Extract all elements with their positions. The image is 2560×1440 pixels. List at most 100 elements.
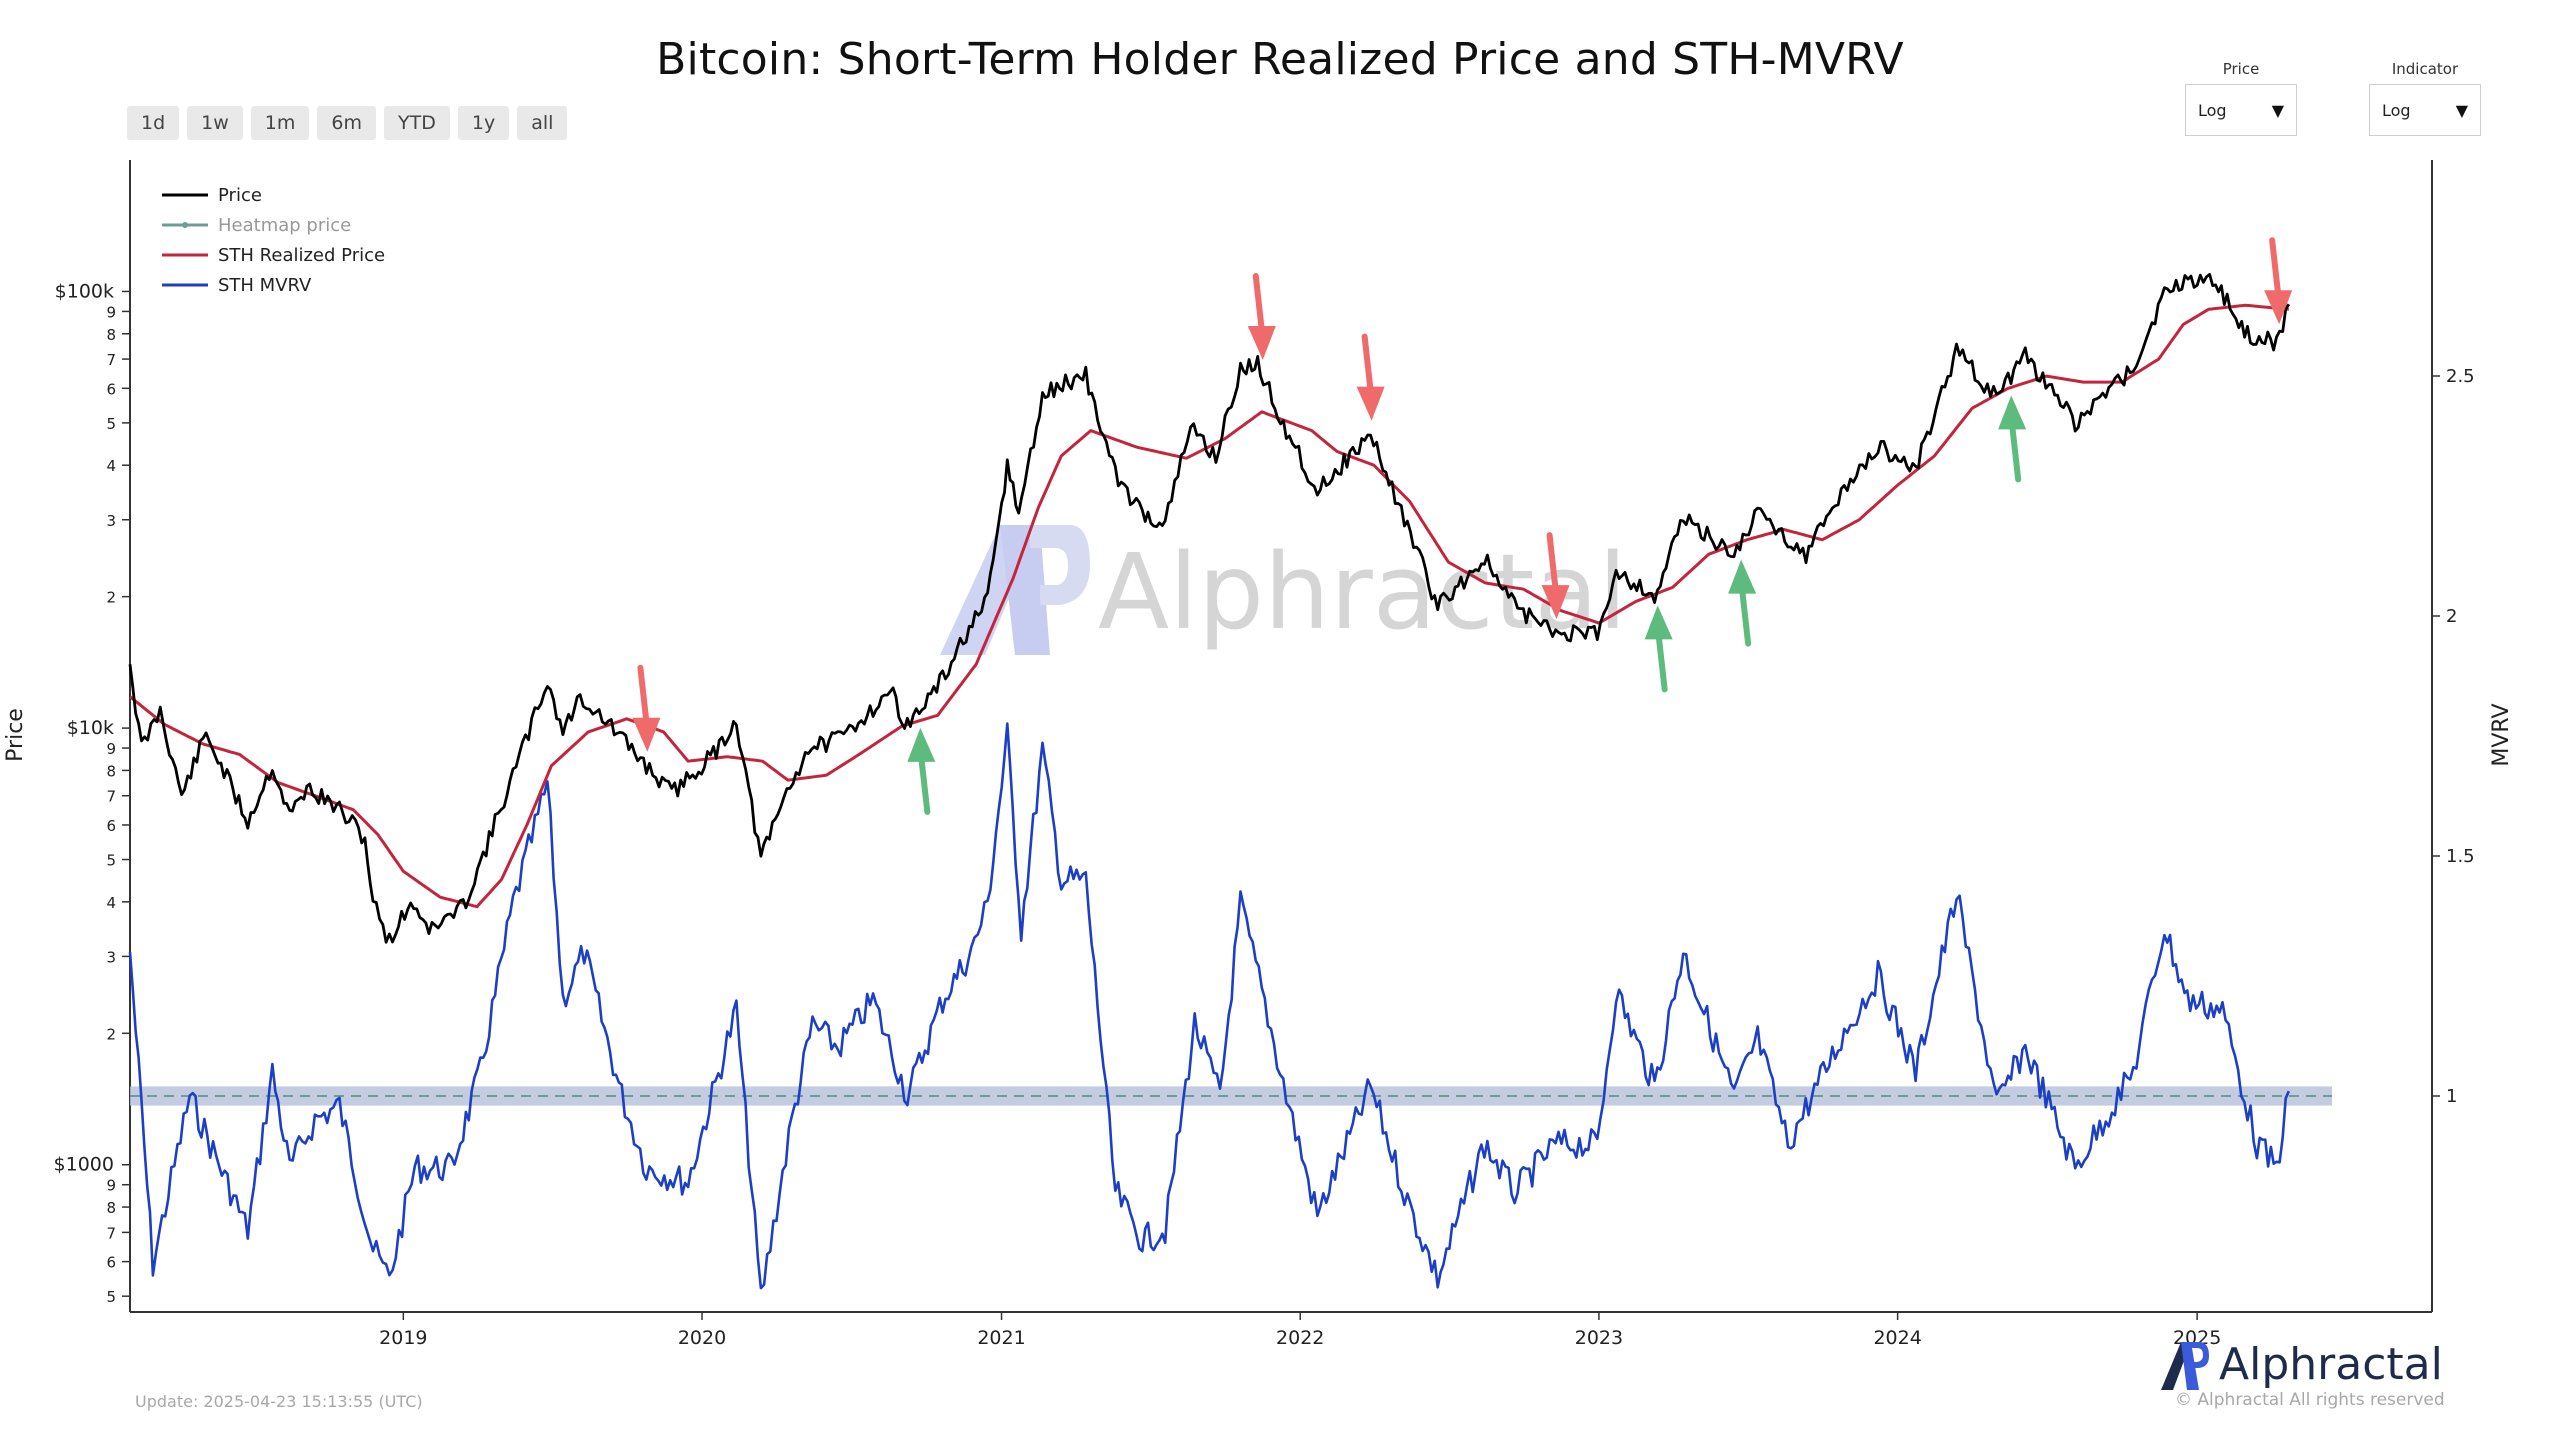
x-tick-label: 2019 <box>379 1327 427 1349</box>
y2-axis-label: MVRV <box>2489 703 2514 766</box>
arrow-head <box>907 727 936 762</box>
arrow-head <box>1728 559 1757 594</box>
y-tick-label: 5 <box>106 415 116 433</box>
arrow-shaft <box>2269 237 2282 298</box>
y2-tick-label: 2 <box>2446 606 2457 627</box>
copyright-text: © Alphractal All rights reserved <box>2175 1390 2445 1410</box>
price-scale-control: Price Log ▼ <box>2185 60 2297 136</box>
brand-logo-icon <box>2161 1342 2209 1390</box>
y-tick-label: 5 <box>106 1288 116 1306</box>
y-tick-label: 3 <box>106 948 116 966</box>
range-button-ytd[interactable]: YTD <box>384 106 450 140</box>
update-timestamp: Update: 2025-04-23 15:13:55 (UTC) <box>135 1392 423 1411</box>
y-tick-label: 8 <box>106 762 116 780</box>
series-price-line <box>128 272 2290 944</box>
arrow-head <box>1998 395 2027 430</box>
y-tick-label: 7 <box>106 351 116 369</box>
arrow-head <box>1247 326 1276 361</box>
y-tick-label: 7 <box>106 1224 116 1242</box>
arrow-shaft <box>637 664 650 725</box>
x-tick-label: 2020 <box>678 1327 726 1349</box>
indicator-scale-control: Indicator Log ▼ <box>2369 60 2481 136</box>
watermark-logo-icon <box>940 525 1090 655</box>
range-button-1w[interactable]: 1w <box>187 106 243 140</box>
x-tick-label: 2023 <box>1575 1327 1623 1349</box>
buy-signal-arrow-icon <box>907 727 936 815</box>
legend: Price Heatmap price STH Realized Price STH … <box>162 185 385 296</box>
y-tick-label: 9 <box>106 1177 116 1195</box>
y-tick-label: 8 <box>106 1199 116 1217</box>
chevron-down-icon: ▼ <box>2455 100 2468 120</box>
legend-item-label: STH Realized Price <box>218 245 385 266</box>
watermark: Alphractal <box>940 525 1627 655</box>
brand: Alphractal <box>2157 1336 2443 1392</box>
y-axis-label: Price <box>3 708 28 762</box>
arrow-head <box>2264 290 2293 325</box>
y-tick-label: 2 <box>106 1025 116 1043</box>
legend-item-label: STH MVRV <box>218 275 312 296</box>
arrow-shaft <box>1252 273 1265 334</box>
arrow-head <box>1644 605 1673 640</box>
sell-signal-arrow-icon <box>632 664 661 752</box>
sell-signal-arrow-icon <box>1541 532 1570 620</box>
price-scale-label: Price <box>2222 60 2260 78</box>
range-button-1m[interactable]: 1m <box>250 106 310 140</box>
sell-signal-arrow-icon <box>2264 237 2293 325</box>
arrow-shaft <box>1361 333 1374 394</box>
buy-signal-arrow-icon <box>1728 559 1757 647</box>
y-tick-label: 2 <box>106 589 116 607</box>
indicator-scale-value: Log <box>2382 100 2411 120</box>
y-tick-label: 3 <box>106 512 116 530</box>
range-button-1d[interactable]: 1d <box>127 106 180 140</box>
range-button-1y[interactable]: 1y <box>457 106 510 140</box>
y-tick-label: 9 <box>106 303 116 321</box>
range-button-all[interactable]: all <box>517 106 568 140</box>
arrow-shaft <box>1546 532 1559 593</box>
arrow-shaft <box>1655 632 1668 693</box>
brand-name: Alphractal <box>2219 1338 2443 1390</box>
series-sth-realized-price-line <box>129 303 2289 909</box>
y-tick-label: $100k <box>55 280 114 302</box>
y2-tick-label: 1 <box>2446 1086 2457 1107</box>
y-tick-label: 6 <box>106 380 116 398</box>
y-tick-label: 4 <box>106 457 116 475</box>
watermark-text: Alphractal <box>1098 531 1627 653</box>
range-button-6m[interactable]: 6m <box>317 106 377 140</box>
chart-title: Bitcoin: Short-Term Holder Realized Pric… <box>656 34 1904 85</box>
arrow-head <box>632 717 661 752</box>
chevron-down-icon: ▼ <box>2271 100 2284 120</box>
legend-marker <box>182 222 188 228</box>
arrow-head <box>1356 386 1385 421</box>
y-tick-label: 4 <box>106 894 116 912</box>
y-tick-label: 9 <box>106 740 116 758</box>
buy-signal-arrow-icon <box>1644 605 1673 693</box>
y-tick-label: 6 <box>106 817 116 835</box>
x-tick-label: 2021 <box>977 1327 1025 1349</box>
arrow-head <box>1541 585 1570 620</box>
indicator-scale-select[interactable]: Log ▼ <box>2369 84 2481 136</box>
sell-signal-arrow-icon <box>1247 273 1276 361</box>
indicator-scale-label: Indicator <box>2391 60 2459 78</box>
arrow-shaft <box>2009 422 2022 483</box>
arrow-shaft <box>918 754 931 815</box>
y-tick-label: $1000 <box>54 1154 114 1176</box>
price-scale-value: Log <box>2198 100 2227 120</box>
sell-signal-arrow-icon <box>1356 333 1385 421</box>
y-tick-label: 8 <box>106 326 116 344</box>
y2-tick-label: 2.5 <box>2446 366 2475 387</box>
buy-signal-arrow-icon <box>1998 395 2027 483</box>
y-tick-label: 6 <box>106 1254 116 1272</box>
price-scale-select[interactable]: Log ▼ <box>2185 84 2297 136</box>
series-sth-mvrv-line <box>128 722 2290 1290</box>
x-tick-label: 2022 <box>1276 1327 1324 1349</box>
mvrv-neutral-band <box>130 1086 2332 1106</box>
y-tick-label: 7 <box>106 788 116 806</box>
range-selector: 1d 1w 1m 6m YTD 1y all <box>127 106 568 140</box>
y-tick-label: $10k <box>67 717 114 739</box>
y-tick-label: 5 <box>106 852 116 870</box>
legend-item-label: Price <box>218 185 262 206</box>
y2-tick-label: 1.5 <box>2446 846 2475 867</box>
x-tick-label: 2024 <box>1873 1327 1921 1349</box>
arrow-shaft <box>1739 586 1752 647</box>
